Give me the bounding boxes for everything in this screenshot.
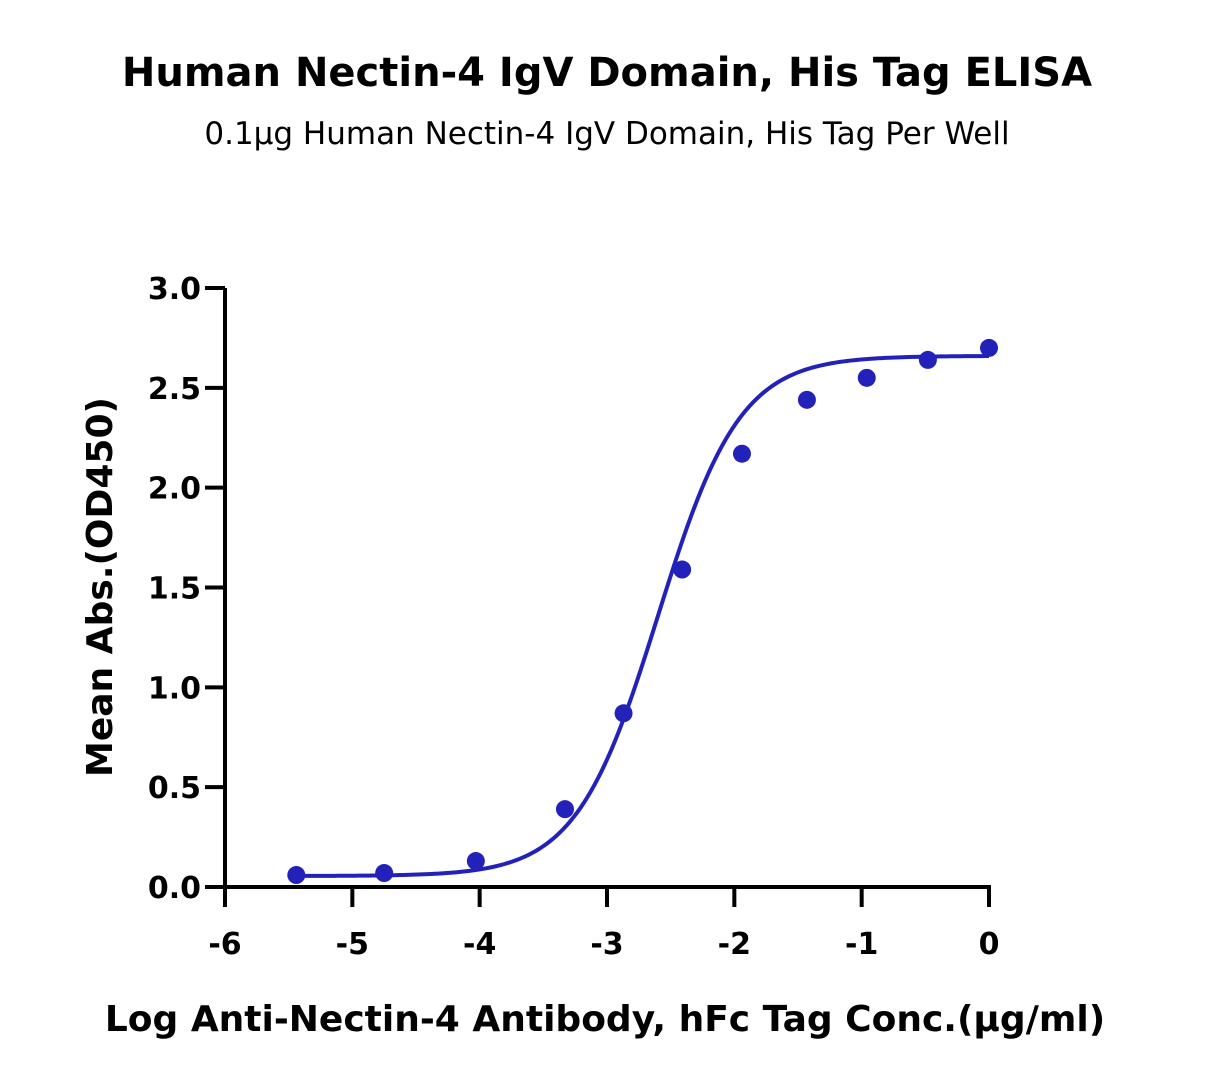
x-tick-label: -4 (463, 927, 496, 962)
y-tick-label: 2.5 (148, 372, 201, 407)
x-tick-label: 0 (979, 927, 1000, 962)
data-point (614, 704, 633, 723)
axes (205, 286, 991, 907)
y-tick-label: 3.0 (148, 272, 201, 307)
data-point (857, 368, 876, 387)
data-point (287, 866, 306, 885)
x-tick-label: -3 (590, 927, 623, 962)
y-tick-label: 2.0 (148, 472, 201, 507)
data-point (375, 864, 394, 883)
data-point (732, 444, 751, 463)
data-point (673, 560, 692, 579)
data-point (555, 800, 574, 819)
data-point (980, 338, 998, 357)
data-point (797, 390, 816, 409)
data-point (466, 852, 485, 871)
data-point (918, 350, 937, 369)
x-axis-title: Log Anti-Nectin-4 Antibody, hFc Tag Conc… (105, 999, 1105, 1040)
fit-curve-layer (296, 354, 990, 878)
y-tick-label: 0.0 (148, 871, 201, 906)
chart-title: Human Nectin-4 IgV Domain, His Tag ELISA (121, 50, 1093, 96)
y-axis-title: Mean Abs.(OD450) (80, 397, 121, 777)
chart-subtitle: 0.1µg Human Nectin-4 IgV Domain, His Tag… (204, 116, 1010, 152)
x-tick-label: -5 (336, 927, 369, 962)
y-tick-label: 1.5 (148, 572, 201, 607)
tick-labels-layer: 0.0 0.5 1.0 1.5 2.0 2.5 3.0 -6 -5 -4 -3 -2 -1 0 (148, 272, 1000, 962)
x-tick-label: -1 (845, 927, 878, 962)
fit-curve (296, 354, 990, 878)
x-tick-label: -2 (718, 927, 751, 962)
data-points-layer (287, 338, 998, 885)
x-tick-label: -6 (208, 927, 241, 962)
y-tick-label: 1.0 (148, 671, 201, 706)
y-tick-label: 0.5 (148, 771, 201, 806)
